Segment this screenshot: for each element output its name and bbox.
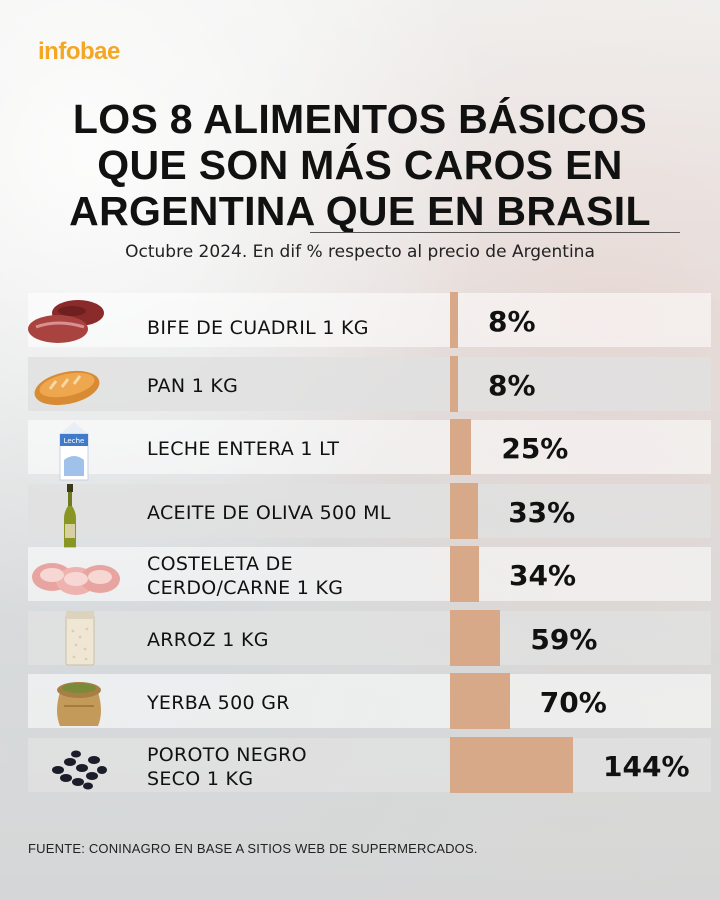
background-overlay [0, 0, 720, 300]
category-label: ARROZ 1 KG [147, 628, 447, 652]
bar [450, 292, 458, 348]
milk-carton-icon: Leche [56, 420, 92, 486]
brand-logo: infobae [38, 38, 120, 65]
value-label: 59% [530, 622, 598, 656]
rice-bag-icon [64, 610, 96, 671]
chart-row-7 [28, 674, 711, 728]
title-line-1: LOS 8 ALIMENTOS BÁSICOS [72, 96, 648, 142]
value-label: 25% [501, 432, 569, 465]
value-label: 70% [539, 686, 607, 719]
bar [450, 546, 480, 602]
milk-carton-text: Leche [64, 437, 85, 445]
title-divider [310, 232, 680, 233]
category-label-line: PAN 1 KG [147, 374, 239, 397]
value-label: 33% [508, 495, 576, 529]
category-label-line: ACEITE DE OLIVA 500 ML [147, 501, 391, 524]
category-label: ACEITE DE OLIVA 500 ML [147, 501, 447, 525]
subtitle: Octubre 2024. En dif % respecto al preci… [125, 242, 595, 262]
title-line-2: QUE SON MÁS CAROS EN [97, 142, 623, 188]
chart-row-5 [28, 547, 711, 601]
category-label: LECHE ENTERA 1 LT [147, 437, 447, 461]
category-label: PAN 1 KG [147, 374, 447, 398]
bar [450, 609, 501, 666]
beef-icon [28, 297, 108, 353]
category-label-line: LECHE ENTERA 1 LT [147, 438, 340, 460]
value-label: 8% [488, 368, 536, 402]
bar [450, 419, 472, 475]
value-label: 144% [603, 749, 690, 783]
category-label-line: YERBA 500 GR [147, 692, 290, 714]
chart-row-4 [28, 483, 711, 538]
category-label: BIFE DE CUADRIL 1 KG [147, 316, 447, 340]
value-label: 34% [509, 559, 577, 592]
chart-row-8 [28, 737, 711, 792]
olive-oil-bottle-icon [60, 483, 80, 554]
bar [450, 673, 510, 729]
chart-row-3 [28, 420, 711, 474]
pork-chop-icon [30, 551, 122, 607]
category-label-line: COSTELETA DE [147, 553, 293, 575]
category-label: YERBA 500 GR [147, 691, 447, 715]
bar [450, 482, 479, 539]
page-title: LOS 8 ALIMENTOS BÁSICOS QUE SON MÁS CARO… [40, 96, 680, 234]
source-note: FUENTE: CONINAGRO EN BASE A SITIOS WEB D… [28, 841, 478, 856]
category-label: POROTO NEGRO SECO 1 KG [147, 743, 447, 791]
chart-row-2 [28, 356, 711, 411]
value-label: 8% [488, 305, 536, 338]
category-label-line: CERDO/CARNE 1 KG [147, 577, 344, 599]
chart-row-1 [28, 293, 711, 347]
category-label-line: POROTO NEGRO [147, 743, 307, 766]
black-beans-icon [48, 746, 110, 798]
category-label: COSTELETA DE CERDO/CARNE 1 KG [147, 552, 447, 600]
category-label-line: ARROZ 1 KG [147, 628, 269, 651]
bar [450, 355, 458, 412]
chart-row-6 [28, 610, 711, 665]
bread-icon [32, 365, 102, 415]
category-label-line: SECO 1 KG [147, 767, 254, 790]
title-line-3: ARGENTINA QUE EN BRASIL [69, 188, 651, 234]
category-label-line: BIFE DE CUADRIL 1 KG [147, 317, 369, 339]
bar [450, 736, 573, 793]
yerba-sack-icon [52, 672, 106, 734]
